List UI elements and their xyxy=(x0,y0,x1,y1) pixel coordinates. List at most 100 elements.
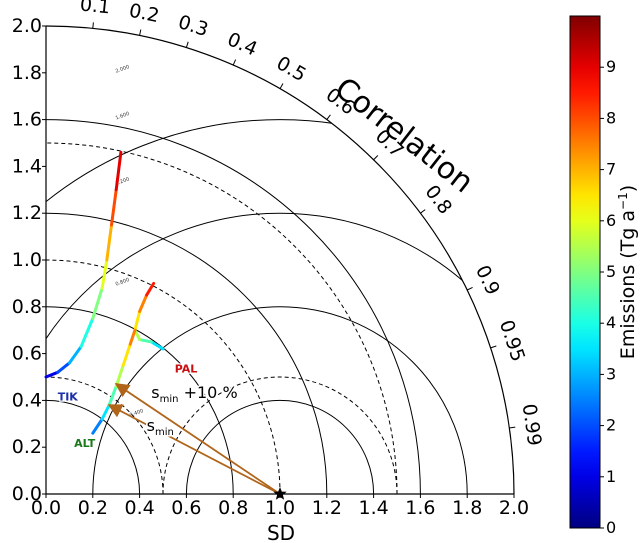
correlation-tick xyxy=(373,155,379,161)
correlation-tick xyxy=(279,83,284,89)
colorbar-tick-label: 5 xyxy=(606,262,616,281)
correlation-tick xyxy=(185,41,189,48)
colorbar-tick-label: 8 xyxy=(606,108,616,127)
correlation-tick xyxy=(420,209,426,214)
correlation-tick-label: 0.9 xyxy=(471,262,504,299)
series-segment xyxy=(114,363,125,388)
x-axis-title: SD xyxy=(267,521,295,543)
correlation-tick-label: 0.2 xyxy=(127,0,161,27)
series-segment xyxy=(100,258,109,290)
series-segment xyxy=(114,150,123,192)
x-tick-label: 0.4 xyxy=(124,497,154,519)
reference-star-icon xyxy=(273,487,287,500)
rms-contour-label: 2.000 xyxy=(115,64,131,75)
colorbar-title: Emissions (Tg a−1) xyxy=(616,185,639,359)
correlation-tick-label: 0.95 xyxy=(495,317,529,364)
sd-min-arrow xyxy=(114,383,281,495)
x-tick-label: 1.6 xyxy=(405,497,435,519)
colorbar-bar xyxy=(569,15,601,529)
outer-arc xyxy=(45,25,515,495)
colorbar-tick-label: 0 xyxy=(606,518,616,537)
series-segment xyxy=(91,417,104,435)
correlation-tick-label: 0.3 xyxy=(175,11,210,41)
correlation-tick xyxy=(466,286,473,291)
sd-min-annotation: smin +10 % xyxy=(151,383,237,405)
correlation-tick-label: 0.4 xyxy=(224,28,260,60)
sd-dashed-arc xyxy=(45,376,164,495)
sd-contour xyxy=(45,119,421,495)
colorbar-tick-label: 4 xyxy=(606,313,616,332)
x-tick-label: 1.0 xyxy=(265,497,295,519)
correlation-tick xyxy=(326,114,331,120)
colorbar-tick-label: 6 xyxy=(606,211,616,230)
series-alt xyxy=(91,328,137,435)
series-segment xyxy=(145,281,156,297)
series-segment xyxy=(91,286,104,320)
y-tick-label: 0.0 xyxy=(12,483,42,505)
rms-contour xyxy=(46,119,514,494)
y-tick-label: 0.6 xyxy=(12,343,42,365)
x-tick-label: 2.0 xyxy=(499,497,529,519)
sd-min-annotation: smin xyxy=(147,416,174,438)
site-label: TIK xyxy=(58,390,79,403)
rms-contour xyxy=(46,212,514,494)
series-segment xyxy=(149,340,165,351)
colorbar: 0 1 2 3 4 5 6 7 8 9 Emissions (Tg a−1) xyxy=(569,15,639,537)
series-segment xyxy=(110,188,118,227)
sd-contour xyxy=(45,399,141,495)
y-tick-label: 0.4 xyxy=(12,389,42,411)
site-label: ALT xyxy=(74,437,96,450)
correlation-tick xyxy=(92,22,94,29)
rms-contour xyxy=(185,399,375,494)
sd-contour xyxy=(45,212,328,495)
correlation-tick xyxy=(232,59,237,66)
colorbar-tick-label: 7 xyxy=(606,160,616,179)
series-segment xyxy=(67,345,83,365)
correlation-tick-label: 0.5 xyxy=(273,52,310,86)
sd-contour xyxy=(45,306,234,495)
colorbar-tick-label: 9 xyxy=(606,57,616,76)
series-tik xyxy=(44,150,123,379)
x-tick-label: 1.4 xyxy=(358,497,388,519)
series-segment xyxy=(133,309,142,332)
y-tick-label: 0.8 xyxy=(12,296,42,318)
rms-contour-label: 0.800 xyxy=(115,277,131,288)
x-tick-label: 1.2 xyxy=(312,497,342,519)
x-tick-label: 0.2 xyxy=(78,497,108,519)
x-tick-label: 0.6 xyxy=(171,497,201,519)
series-segment xyxy=(44,370,60,379)
series-segment xyxy=(100,403,111,421)
rms-contour-label: 1.200 xyxy=(115,176,131,187)
colorbar-tick-label: 2 xyxy=(606,416,616,435)
y-tick-label: 2.0 xyxy=(12,15,42,37)
y-tick-label: 1.4 xyxy=(12,155,42,177)
series-segment xyxy=(128,328,137,346)
series-segment xyxy=(107,384,118,407)
site-label: PAL xyxy=(175,362,198,375)
rms-dashed-arc xyxy=(162,376,398,494)
series-segment xyxy=(138,293,149,313)
correlation-tick xyxy=(509,426,516,429)
series-segment xyxy=(79,317,95,349)
series-segment xyxy=(138,338,153,344)
y-tick-label: 0.2 xyxy=(12,436,42,458)
rms-contour-label: 1.600 xyxy=(115,111,131,122)
correlation-tick xyxy=(490,345,497,349)
correlation-tick xyxy=(139,29,142,36)
plot-area: 0.400 0.800 1.200 1.600 2.000 0.00.0 0.2 0.2 0.4… xyxy=(12,0,546,519)
series-segment xyxy=(105,223,114,262)
colorbar-tick-label: 3 xyxy=(606,364,616,383)
correlation-tick-label: 0.1 xyxy=(79,0,111,18)
correlation-tick-label: 0.99 xyxy=(518,402,546,447)
x-tick-label: 0.0 xyxy=(31,497,61,519)
sd-dashed-arc xyxy=(45,259,281,495)
series-segment xyxy=(121,342,132,367)
sd-min-arrow xyxy=(107,404,281,495)
series-segment xyxy=(56,361,71,374)
x-tick-label: 1.8 xyxy=(452,497,482,519)
y-tick-label: 1.0 xyxy=(12,249,42,271)
colorbar-tick-label: 1 xyxy=(606,467,616,486)
correlation-axis-title: Correlation xyxy=(328,71,480,200)
series-pal xyxy=(133,281,165,351)
